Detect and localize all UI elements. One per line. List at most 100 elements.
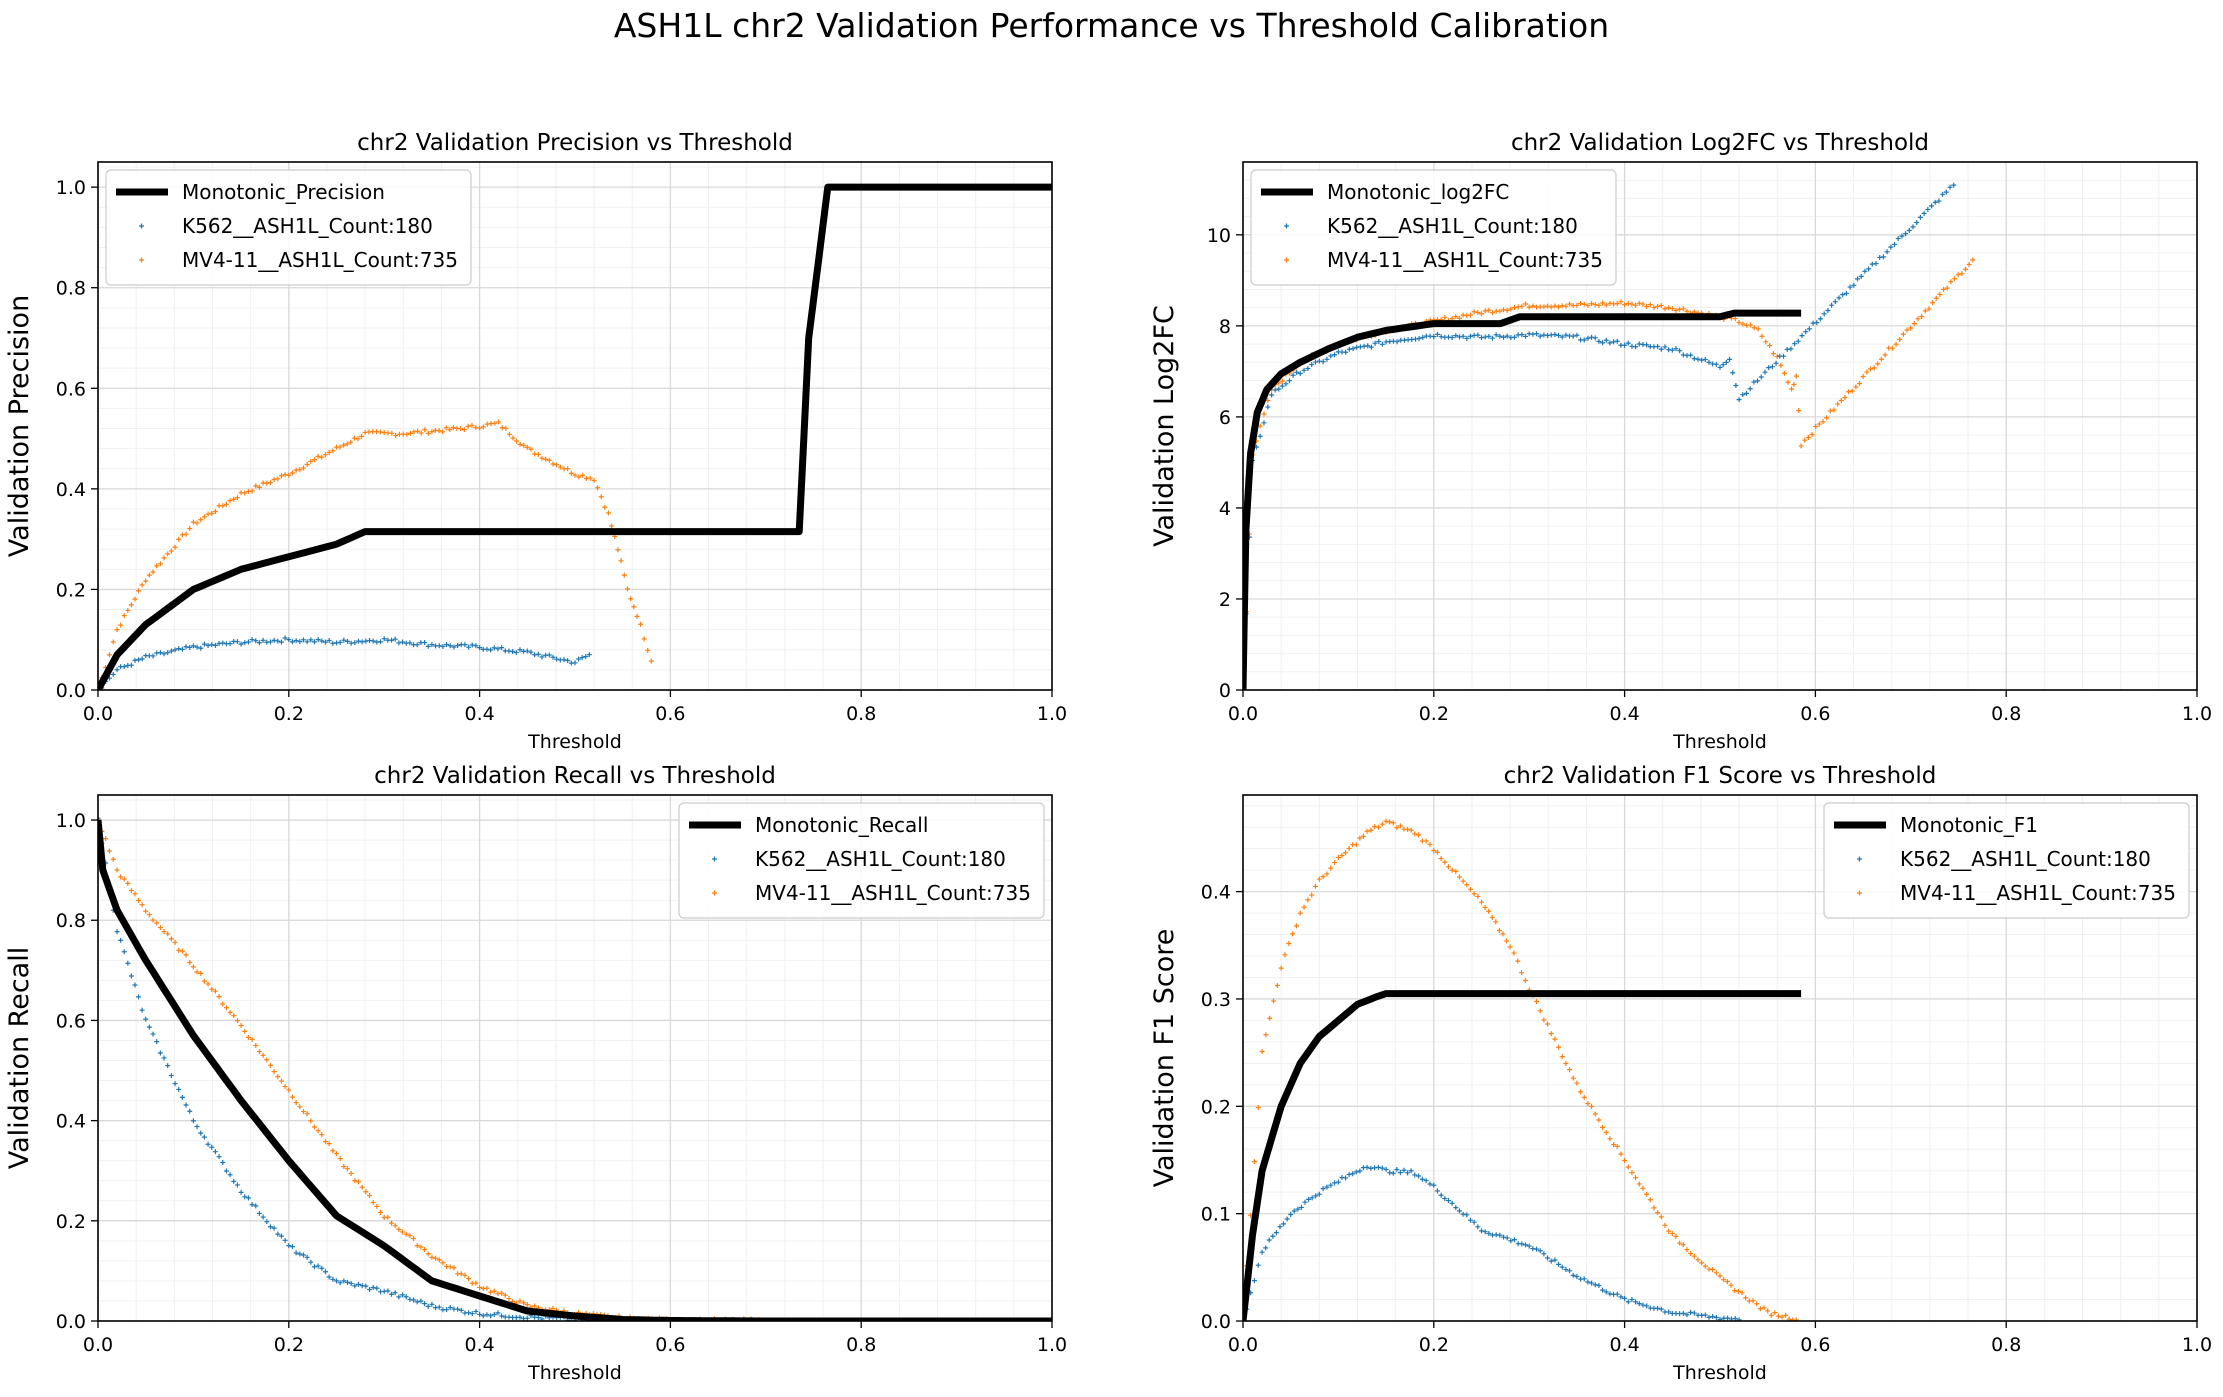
data-point-marker: [565, 658, 571, 664]
data-point-marker: [139, 902, 145, 908]
data-point-marker: [136, 657, 142, 663]
data-point-marker: [1910, 224, 1916, 230]
data-point-marker: [201, 978, 207, 984]
data-point-marker: [1629, 301, 1635, 307]
data-point-marker: [591, 477, 597, 483]
data-point-marker: [429, 429, 435, 435]
data-point-marker: [1882, 352, 1888, 358]
data-point-marker: [378, 1209, 384, 1215]
data-point-marker: [1758, 374, 1764, 380]
data-point-marker: [576, 474, 582, 480]
data-point-marker: [1633, 344, 1639, 350]
data-point-marker: [1695, 356, 1701, 362]
data-point-marker: [1947, 184, 1953, 190]
legend: Monotonic_F1 K562__ASH1L_Count:180 MV4-11_…: [1823, 802, 2190, 919]
data-point-marker: [201, 1134, 207, 1140]
data-point-marker: [539, 654, 545, 660]
data-point-marker: [506, 1296, 512, 1302]
data-point-marker: [227, 1172, 233, 1178]
data-point-marker: [1574, 332, 1580, 338]
data-point-marker: [132, 982, 138, 988]
data-point-marker: [1799, 333, 1805, 339]
data-point-marker: [1548, 1258, 1554, 1264]
data-point-marker: [1908, 325, 1914, 331]
data-point-marker: [1467, 886, 1473, 892]
data-point-marker: [1541, 304, 1547, 310]
data-point-marker: [190, 1118, 196, 1124]
data-point-marker: [1460, 878, 1466, 884]
data-point-marker: [139, 582, 145, 588]
data-point-marker: [1375, 1164, 1381, 1170]
data-point-marker: [1820, 419, 1826, 425]
data-point-marker: [1717, 364, 1723, 370]
data-point-marker: [311, 1264, 317, 1270]
data-point-marker: [136, 898, 142, 904]
series-points-1: [98, 815, 624, 1321]
data-point-marker: [1791, 381, 1797, 387]
data-point-marker: [1570, 1075, 1576, 1081]
data-point-marker: [1313, 359, 1318, 365]
data-point-marker: [1320, 1186, 1326, 1192]
data-point-marker: [1353, 842, 1359, 848]
data-point-marker: [455, 643, 461, 649]
data-point-marker: [1816, 421, 1822, 427]
data-point-marker: [1332, 860, 1338, 866]
data-point-marker: [157, 561, 163, 567]
data-point-marker: [374, 1203, 380, 1209]
y-tick-label: 0.2: [56, 579, 86, 601]
data-point-marker: [1743, 1295, 1749, 1301]
data-point-marker: [286, 1243, 292, 1249]
data-point-marker: [1581, 1276, 1587, 1282]
data-point-marker: [118, 622, 124, 628]
data-point-marker: [447, 1264, 453, 1270]
x-tick-label: 0.0: [83, 703, 113, 725]
data-point-marker: [488, 1289, 494, 1295]
data-point-marker: [1788, 346, 1794, 352]
data-point-marker: [1394, 825, 1400, 831]
legend-entry-label: MV4-11__ASH1L_Count:735: [1327, 248, 1603, 272]
data-point-marker: [146, 572, 152, 578]
data-point-marker: [1519, 970, 1525, 976]
data-point-marker: [1640, 1302, 1646, 1308]
data-point-marker: [1346, 346, 1352, 352]
data-point-marker: [524, 1302, 530, 1308]
data-point-marker: [1917, 214, 1923, 220]
data-point-marker: [1763, 339, 1769, 345]
data-point-marker: [465, 423, 471, 429]
data-point-marker: [1644, 303, 1650, 309]
data-point-marker: [1651, 1205, 1657, 1211]
data-point-marker: [234, 495, 240, 501]
data-point-marker: [1904, 327, 1910, 333]
data-point-marker: [602, 504, 608, 510]
x-axis-label: Threshold: [1672, 1362, 1767, 1384]
data-point-marker: [1893, 341, 1899, 347]
data-point-marker: [491, 645, 497, 651]
data-point-marker: [176, 536, 182, 542]
data-point-marker: [440, 643, 446, 649]
data-point-marker: [143, 1016, 149, 1022]
data-point-marker: [267, 1062, 273, 1068]
data-point-marker: [1563, 332, 1569, 338]
data-point-marker: [1493, 332, 1499, 338]
data-point-marker: [389, 1220, 395, 1226]
data-point-marker: [1449, 867, 1455, 873]
data-point-marker: [1324, 871, 1330, 877]
data-point-marker: [1343, 1175, 1349, 1181]
data-point-marker: [1324, 356, 1330, 362]
data-point-marker: [234, 1018, 240, 1024]
data-point-marker: [293, 638, 299, 644]
x-tick-label: 0.4: [464, 703, 494, 725]
data-point-marker: [1846, 389, 1852, 395]
data-point-marker: [1442, 1196, 1448, 1202]
data-point-marker: [535, 1315, 541, 1321]
data-point-marker: [499, 645, 505, 651]
data-point-marker: [1297, 370, 1303, 376]
data-point-marker: [1713, 1270, 1719, 1276]
data-point-marker: [356, 1281, 362, 1287]
legend-marker-swatch: [1857, 890, 1862, 896]
data-point-marker: [363, 638, 369, 644]
data-point-marker: [1614, 1143, 1620, 1149]
data-point-marker: [440, 429, 446, 435]
data-point-marker: [1673, 307, 1679, 313]
data-point-marker: [198, 645, 204, 651]
